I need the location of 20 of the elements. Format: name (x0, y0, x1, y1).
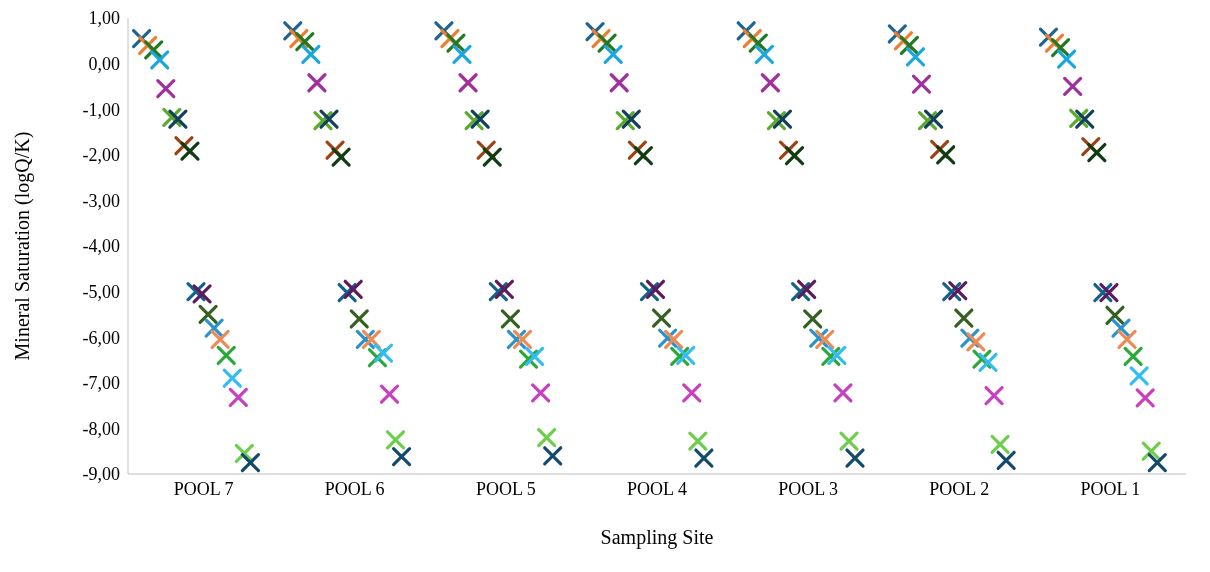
x-tick-label: POOL 1 (1080, 478, 1141, 499)
y-tick-label: -3,00 (82, 190, 120, 211)
x-tick-label: POOL 6 (324, 478, 385, 499)
x-tick-label: POOL 4 (627, 478, 687, 499)
x-tick-label: POOL 2 (929, 478, 990, 499)
x-tick-label: POOL 5 (475, 478, 536, 499)
y-tick-label: -2,00 (82, 145, 120, 166)
y-tick-label: -4,00 (82, 236, 120, 257)
y-tick-label: -5,00 (82, 281, 120, 302)
y-tick-label: -1,00 (82, 99, 120, 120)
y-tick-label: 0,00 (88, 53, 120, 74)
y-tick-label: -9,00 (82, 464, 120, 485)
x-tick-label: POOL 3 (778, 478, 839, 499)
y-tick-label: -8,00 (82, 418, 120, 439)
y-axis-title: Mineral Saturation (logQ/K) (11, 131, 35, 361)
y-tick-label: -6,00 (82, 327, 120, 348)
x-tick-label: POOL 7 (173, 478, 234, 499)
y-tick-label: 1,00 (88, 8, 120, 29)
y-tick-label: -7,00 (82, 373, 120, 394)
x-axis-title: Sampling Site (600, 526, 714, 549)
